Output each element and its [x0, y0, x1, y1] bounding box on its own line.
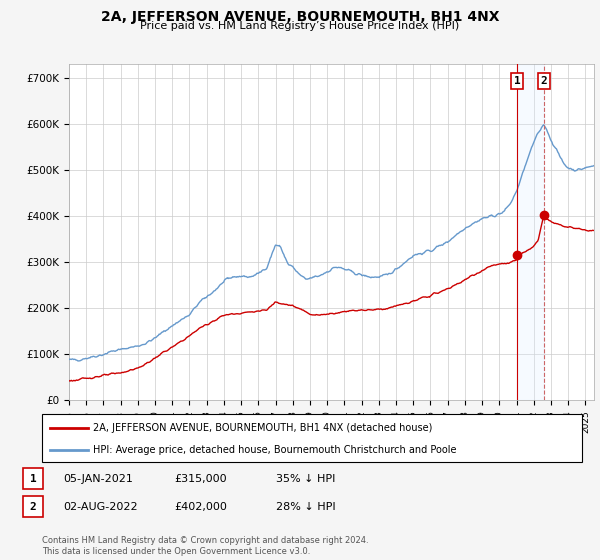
- Text: 1: 1: [29, 474, 37, 484]
- Text: 1: 1: [514, 76, 521, 86]
- Text: 02-AUG-2022: 02-AUG-2022: [63, 502, 137, 512]
- Text: £402,000: £402,000: [174, 502, 227, 512]
- Text: 05-JAN-2021: 05-JAN-2021: [63, 474, 133, 484]
- Text: 2A, JEFFERSON AVENUE, BOURNEMOUTH, BH1 4NX: 2A, JEFFERSON AVENUE, BOURNEMOUTH, BH1 4…: [101, 10, 499, 24]
- Text: £315,000: £315,000: [174, 474, 227, 484]
- Text: 35% ↓ HPI: 35% ↓ HPI: [276, 474, 335, 484]
- Text: 2: 2: [29, 502, 37, 512]
- Text: 28% ↓ HPI: 28% ↓ HPI: [276, 502, 335, 512]
- FancyBboxPatch shape: [42, 414, 582, 462]
- Text: 2: 2: [541, 76, 547, 86]
- Text: Contains HM Land Registry data © Crown copyright and database right 2024.
This d: Contains HM Land Registry data © Crown c…: [42, 536, 368, 556]
- Text: HPI: Average price, detached house, Bournemouth Christchurch and Poole: HPI: Average price, detached house, Bour…: [94, 445, 457, 455]
- Text: 2A, JEFFERSON AVENUE, BOURNEMOUTH, BH1 4NX (detached house): 2A, JEFFERSON AVENUE, BOURNEMOUTH, BH1 4…: [94, 423, 433, 433]
- Text: Price paid vs. HM Land Registry’s House Price Index (HPI): Price paid vs. HM Land Registry’s House …: [140, 21, 460, 31]
- Bar: [517, 64, 544, 400]
